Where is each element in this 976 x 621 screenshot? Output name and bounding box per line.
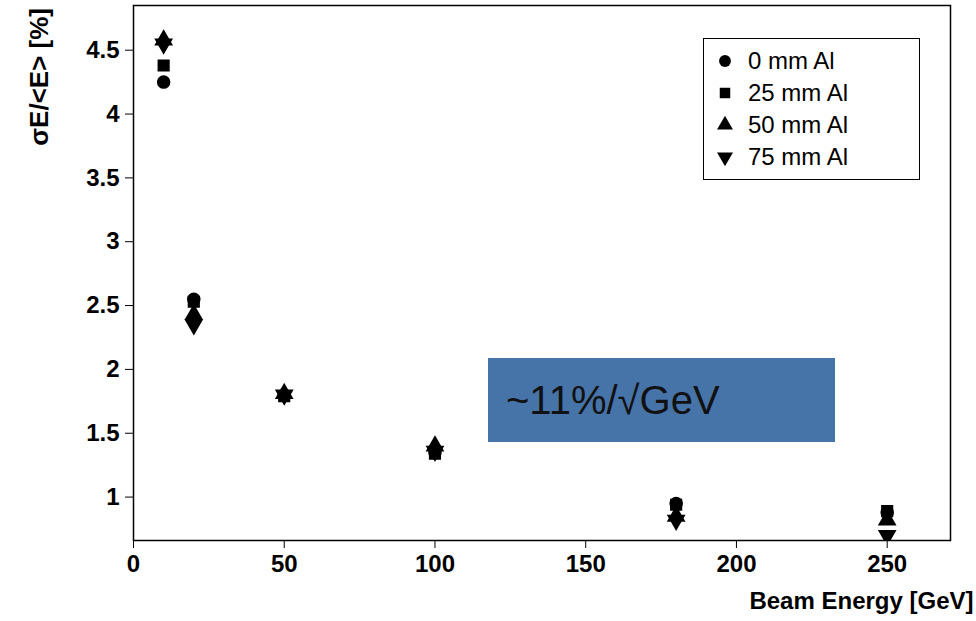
svg-text:3.5: 3.5: [86, 164, 119, 191]
html-text:75 mm Al: 75 mm Al: [748, 143, 848, 170]
svg-text:50: 50: [271, 550, 298, 577]
html-text:0 mm Al: 0 mm Al: [748, 47, 835, 74]
svg-text:250: 250: [867, 550, 907, 577]
svg-text:4.5: 4.5: [86, 36, 119, 63]
svg-text:0: 0: [127, 550, 140, 577]
svg-text:200: 200: [716, 550, 756, 577]
svg-text:1.5: 1.5: [86, 419, 119, 446]
html-text:50 mm Al: 50 mm Al: [748, 111, 848, 138]
svg-text:Beam Energy [GeV]: Beam Energy [GeV]: [749, 587, 973, 614]
svg-text:150: 150: [566, 550, 606, 577]
html-text:25 mm Al: 25 mm Al: [748, 79, 848, 106]
svg-text:3: 3: [106, 227, 119, 254]
html-text:~11%/√GeV: ~11%/√GeV: [506, 377, 720, 422]
svg-text:4: 4: [106, 100, 120, 127]
html-text:σE/<E> [%]: σE/<E> [%]: [24, 8, 54, 146]
svg-text:2.5: 2.5: [86, 291, 119, 318]
svg-text:100: 100: [415, 550, 455, 577]
svg-text:2: 2: [106, 355, 119, 382]
svg-text:1: 1: [106, 483, 119, 510]
